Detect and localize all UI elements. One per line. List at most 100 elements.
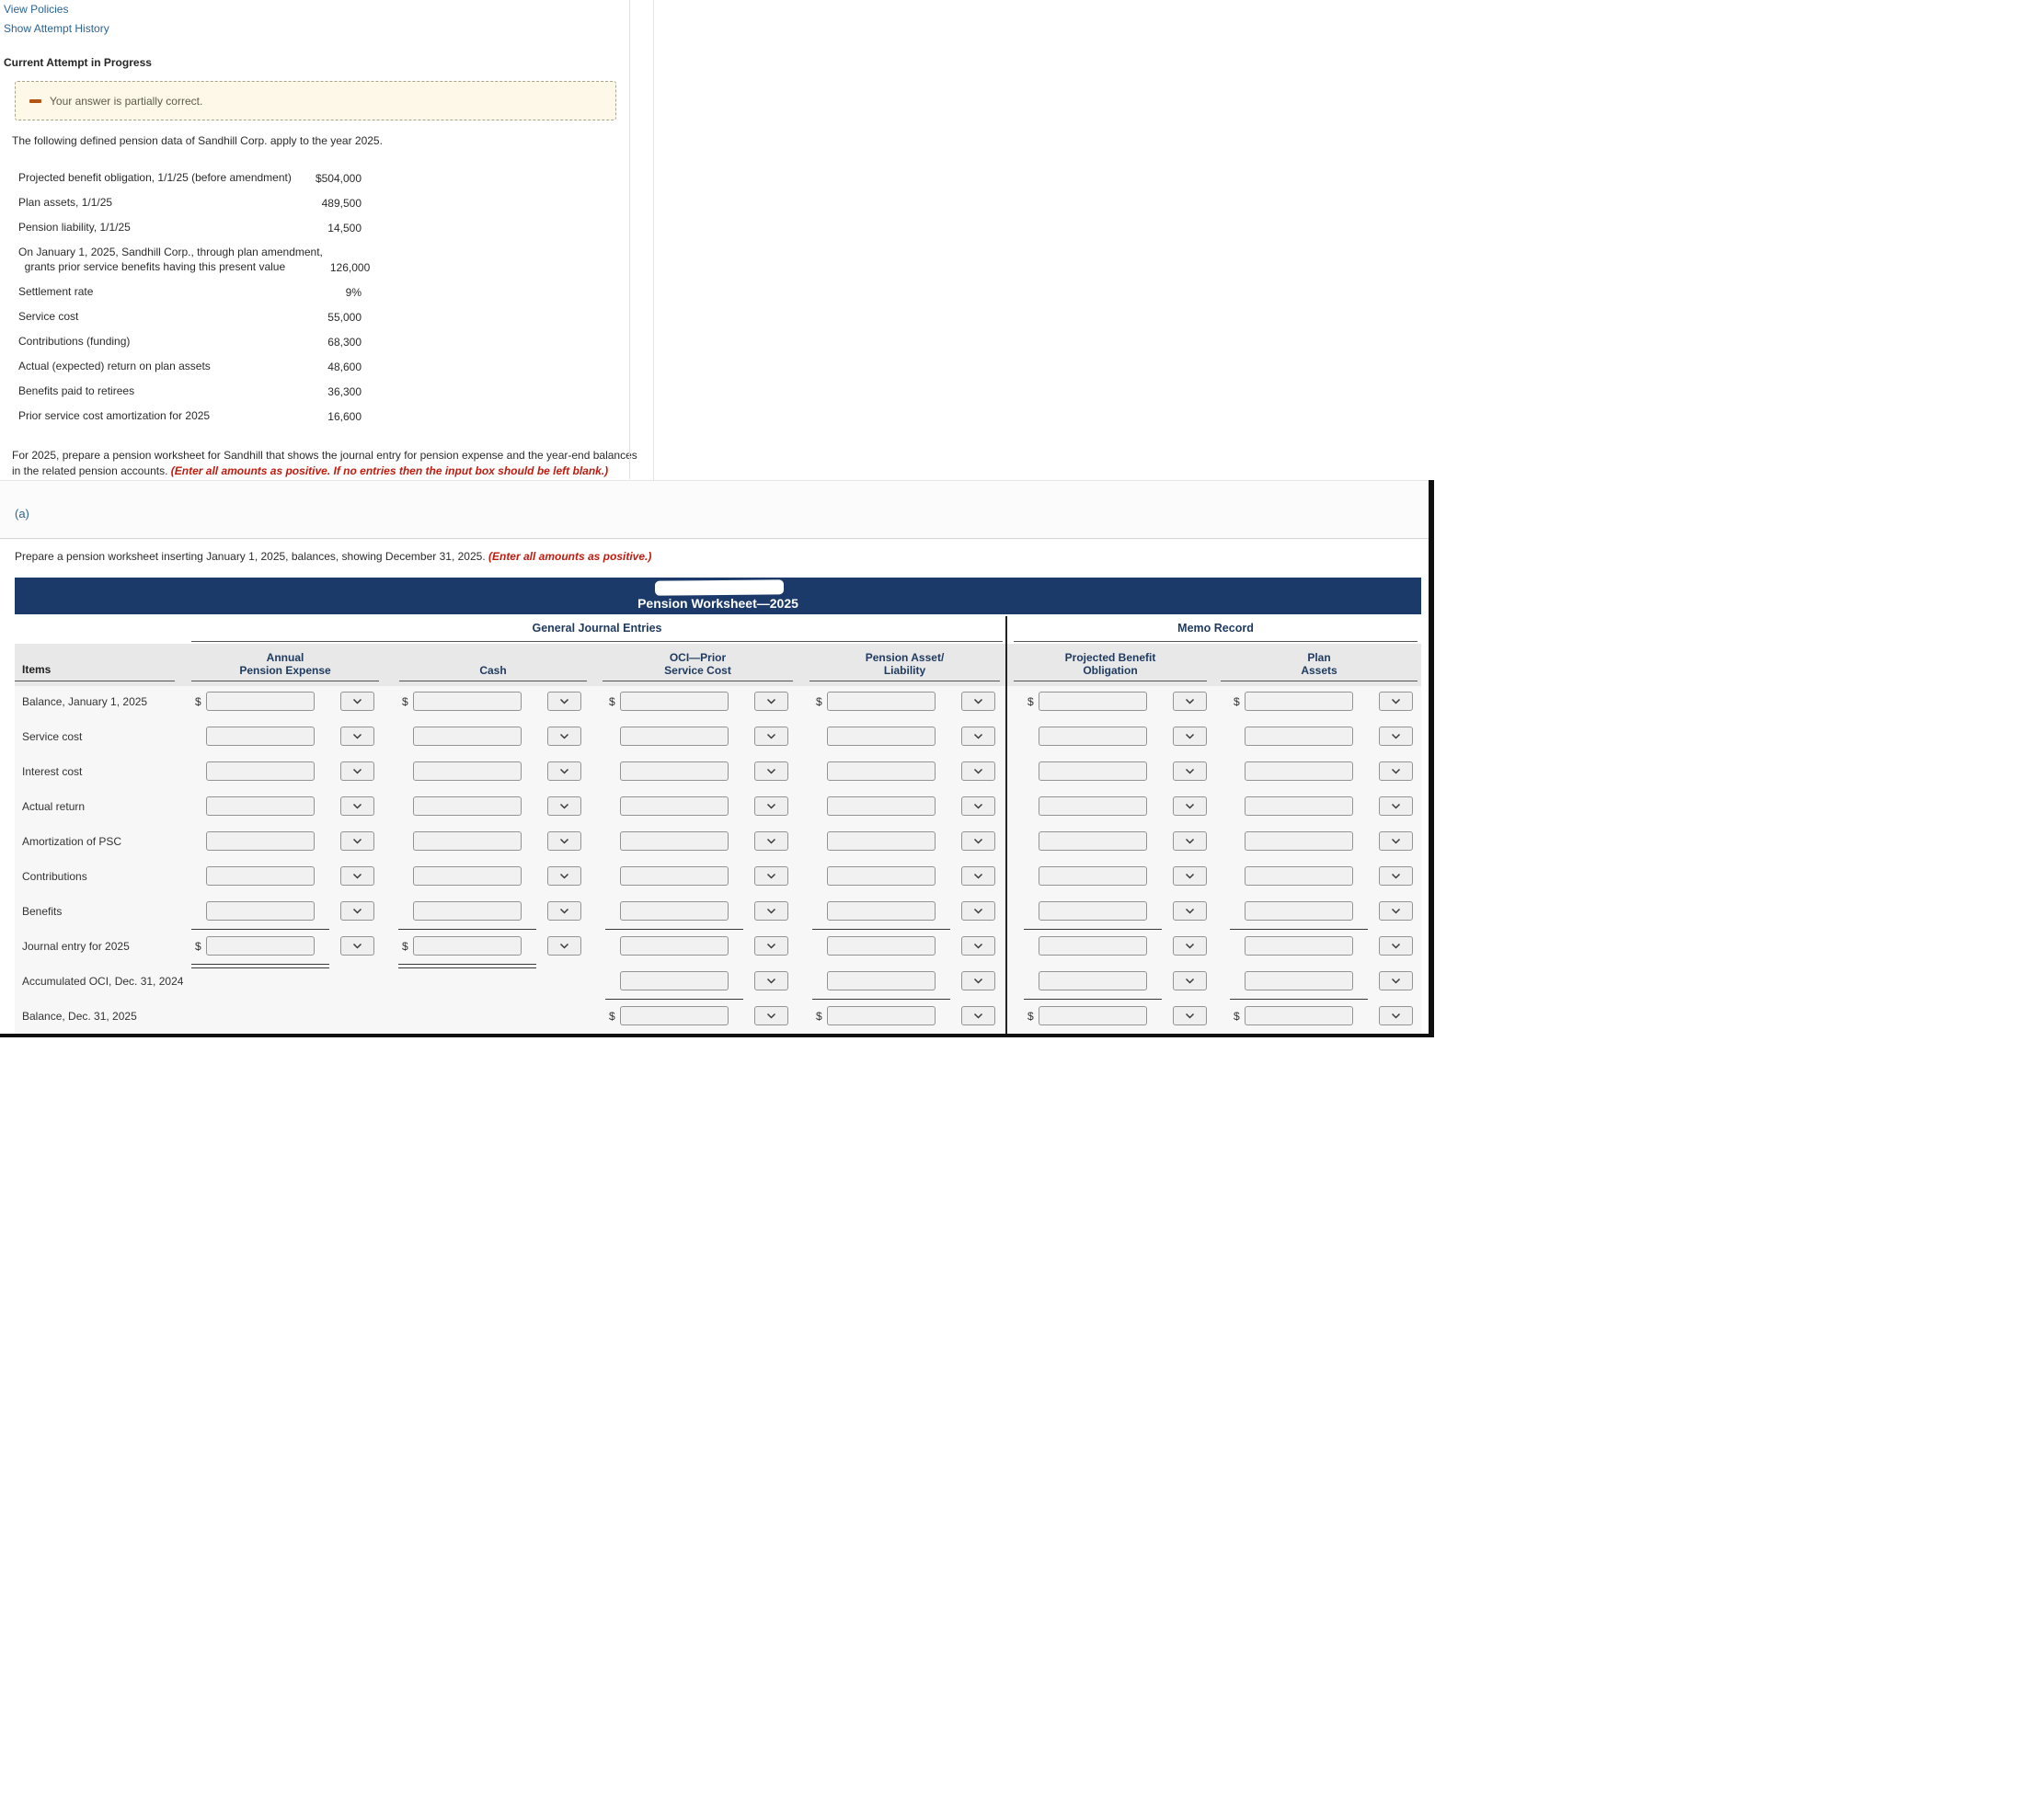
entry-direction-dropdown[interactable] xyxy=(547,831,581,851)
worksheet-amount-input[interactable] xyxy=(413,796,522,816)
worksheet-amount-input[interactable] xyxy=(620,831,729,851)
worksheet-amount-input[interactable] xyxy=(1245,901,1353,921)
entry-direction-dropdown[interactable] xyxy=(961,866,995,886)
worksheet-amount-input[interactable] xyxy=(206,901,315,921)
worksheet-amount-input[interactable] xyxy=(1039,1006,1147,1025)
entry-direction-dropdown[interactable] xyxy=(1379,692,1413,711)
entry-direction-dropdown[interactable] xyxy=(1379,971,1413,990)
entry-direction-dropdown[interactable] xyxy=(961,796,995,816)
entry-direction-dropdown[interactable] xyxy=(1173,866,1207,886)
worksheet-amount-input[interactable] xyxy=(1039,866,1147,886)
worksheet-amount-input[interactable] xyxy=(413,727,522,746)
worksheet-amount-input[interactable] xyxy=(413,936,522,956)
entry-direction-dropdown[interactable] xyxy=(340,831,374,851)
entry-direction-dropdown[interactable] xyxy=(1173,901,1207,921)
entry-direction-dropdown[interactable] xyxy=(754,866,788,886)
worksheet-amount-input[interactable] xyxy=(620,866,729,886)
worksheet-amount-input[interactable] xyxy=(413,692,522,711)
worksheet-amount-input[interactable] xyxy=(827,901,936,921)
worksheet-amount-input[interactable] xyxy=(827,692,936,711)
entry-direction-dropdown[interactable] xyxy=(547,901,581,921)
entry-direction-dropdown[interactable] xyxy=(1173,1006,1207,1025)
section-a-header[interactable]: (a) xyxy=(0,480,1429,539)
entry-direction-dropdown[interactable] xyxy=(547,936,581,956)
entry-direction-dropdown[interactable] xyxy=(547,692,581,711)
entry-direction-dropdown[interactable] xyxy=(754,971,788,990)
entry-direction-dropdown[interactable] xyxy=(1173,796,1207,816)
entry-direction-dropdown[interactable] xyxy=(340,796,374,816)
entry-direction-dropdown[interactable] xyxy=(1173,761,1207,781)
entry-direction-dropdown[interactable] xyxy=(1379,727,1413,746)
entry-direction-dropdown[interactable] xyxy=(961,971,995,990)
worksheet-amount-input[interactable] xyxy=(1245,1006,1353,1025)
worksheet-amount-input[interactable] xyxy=(1245,692,1353,711)
worksheet-amount-input[interactable] xyxy=(1039,692,1147,711)
entry-direction-dropdown[interactable] xyxy=(961,1006,995,1025)
entry-direction-dropdown[interactable] xyxy=(961,901,995,921)
worksheet-amount-input[interactable] xyxy=(1039,901,1147,921)
worksheet-amount-input[interactable] xyxy=(206,796,315,816)
entry-direction-dropdown[interactable] xyxy=(547,727,581,746)
worksheet-amount-input[interactable] xyxy=(1245,866,1353,886)
worksheet-amount-input[interactable] xyxy=(1245,761,1353,781)
entry-direction-dropdown[interactable] xyxy=(340,901,374,921)
worksheet-amount-input[interactable] xyxy=(413,866,522,886)
entry-direction-dropdown[interactable] xyxy=(754,831,788,851)
entry-direction-dropdown[interactable] xyxy=(1173,692,1207,711)
worksheet-amount-input[interactable] xyxy=(413,901,522,921)
entry-direction-dropdown[interactable] xyxy=(547,761,581,781)
worksheet-amount-input[interactable] xyxy=(1039,761,1147,781)
worksheet-amount-input[interactable] xyxy=(827,1006,936,1025)
entry-direction-dropdown[interactable] xyxy=(754,727,788,746)
entry-direction-dropdown[interactable] xyxy=(340,727,374,746)
section-a-label[interactable]: (a) xyxy=(15,507,29,521)
entry-direction-dropdown[interactable] xyxy=(754,692,788,711)
entry-direction-dropdown[interactable] xyxy=(340,936,374,956)
worksheet-amount-input[interactable] xyxy=(413,761,522,781)
entry-direction-dropdown[interactable] xyxy=(754,761,788,781)
worksheet-amount-input[interactable] xyxy=(620,936,729,956)
entry-direction-dropdown[interactable] xyxy=(1173,936,1207,956)
show-attempt-history-link[interactable]: Show Attempt History xyxy=(4,22,109,35)
worksheet-amount-input[interactable] xyxy=(1245,831,1353,851)
worksheet-amount-input[interactable] xyxy=(620,692,729,711)
entry-direction-dropdown[interactable] xyxy=(1173,831,1207,851)
worksheet-amount-input[interactable] xyxy=(827,761,936,781)
worksheet-amount-input[interactable] xyxy=(620,901,729,921)
worksheet-amount-input[interactable] xyxy=(206,831,315,851)
worksheet-amount-input[interactable] xyxy=(1245,936,1353,956)
vertical-scrollbar[interactable] xyxy=(1429,480,1434,1037)
entry-direction-dropdown[interactable] xyxy=(1379,936,1413,956)
entry-direction-dropdown[interactable] xyxy=(340,692,374,711)
entry-direction-dropdown[interactable] xyxy=(1379,761,1413,781)
worksheet-amount-input[interactable] xyxy=(1039,971,1147,990)
entry-direction-dropdown[interactable] xyxy=(1173,971,1207,990)
worksheet-amount-input[interactable] xyxy=(620,761,729,781)
worksheet-amount-input[interactable] xyxy=(206,761,315,781)
entry-direction-dropdown[interactable] xyxy=(547,866,581,886)
worksheet-amount-input[interactable] xyxy=(206,936,315,956)
entry-direction-dropdown[interactable] xyxy=(754,901,788,921)
entry-direction-dropdown[interactable] xyxy=(961,727,995,746)
entry-direction-dropdown[interactable] xyxy=(340,866,374,886)
entry-direction-dropdown[interactable] xyxy=(754,1006,788,1025)
entry-direction-dropdown[interactable] xyxy=(754,936,788,956)
worksheet-amount-input[interactable] xyxy=(620,1006,729,1025)
worksheet-amount-input[interactable] xyxy=(1039,796,1147,816)
entry-direction-dropdown[interactable] xyxy=(961,831,995,851)
view-policies-link[interactable]: View Policies xyxy=(4,3,69,16)
entry-direction-dropdown[interactable] xyxy=(1173,727,1207,746)
worksheet-amount-input[interactable] xyxy=(827,727,936,746)
worksheet-amount-input[interactable] xyxy=(1245,796,1353,816)
entry-direction-dropdown[interactable] xyxy=(1379,901,1413,921)
worksheet-amount-input[interactable] xyxy=(206,692,315,711)
worksheet-amount-input[interactable] xyxy=(827,796,936,816)
entry-direction-dropdown[interactable] xyxy=(1379,1006,1413,1025)
entry-direction-dropdown[interactable] xyxy=(1379,796,1413,816)
worksheet-amount-input[interactable] xyxy=(620,796,729,816)
entry-direction-dropdown[interactable] xyxy=(961,936,995,956)
worksheet-amount-input[interactable] xyxy=(827,971,936,990)
worksheet-amount-input[interactable] xyxy=(620,971,729,990)
entry-direction-dropdown[interactable] xyxy=(961,692,995,711)
worksheet-amount-input[interactable] xyxy=(1039,936,1147,956)
